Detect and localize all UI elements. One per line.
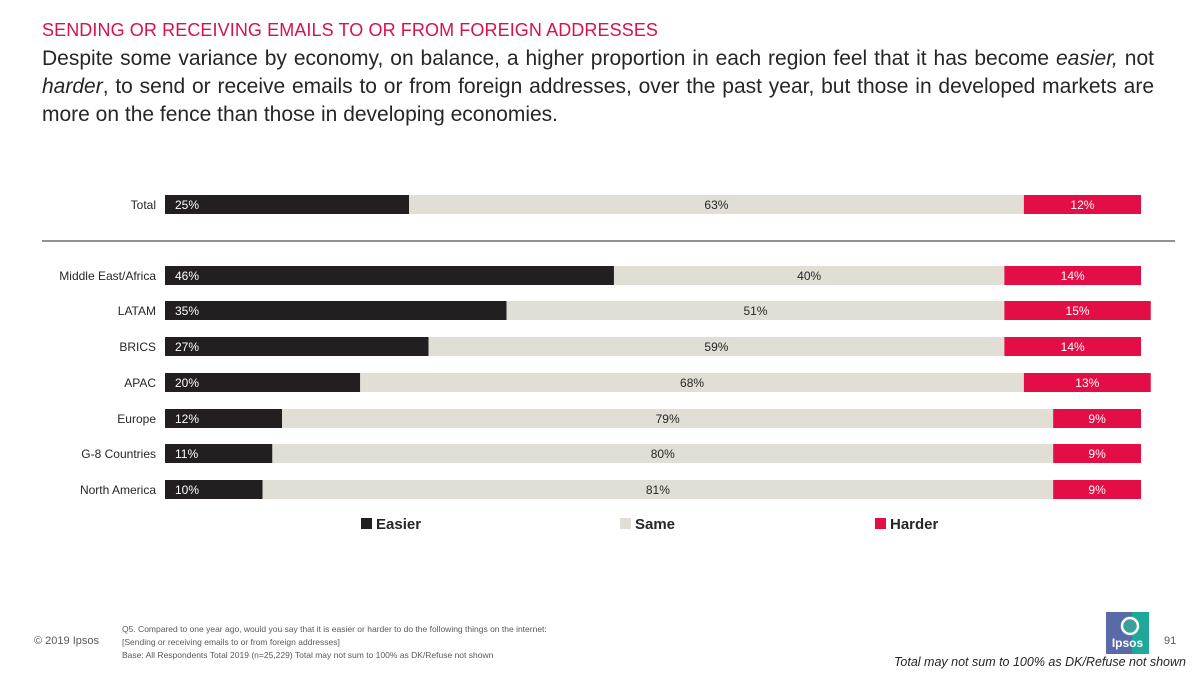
data-label-harder-brics: 14% bbox=[1061, 340, 1085, 354]
data-label-same-apac: 68% bbox=[680, 376, 704, 390]
data-label-easier-europe: 12% bbox=[175, 412, 199, 426]
data-label-same-total: 63% bbox=[704, 198, 728, 212]
bar-harder-middle-east-africa bbox=[1004, 266, 1141, 285]
bar-same-latam bbox=[506, 301, 1005, 320]
data-label-harder-apac: 13% bbox=[1075, 376, 1099, 390]
data-label-harder-middle-east-africa: 14% bbox=[1061, 269, 1085, 283]
legend-label-easier: Easier bbox=[376, 516, 421, 533]
ipsos-logo: Ipsos bbox=[1106, 612, 1149, 654]
data-label-harder-total: 12% bbox=[1070, 198, 1094, 212]
data-label-same-europe: 79% bbox=[656, 412, 680, 426]
bar-harder-north-america bbox=[1053, 480, 1141, 499]
footnote-question: Q5. Compared to one year ago, would you … bbox=[122, 624, 547, 634]
bar-same-apac bbox=[360, 373, 1024, 392]
data-label-easier-brics: 27% bbox=[175, 340, 199, 354]
headline-emphasis-easier: easier, bbox=[1056, 47, 1118, 70]
page-number: 91 bbox=[1164, 635, 1177, 647]
category-label-middle-east-africa: Middle East/Africa bbox=[59, 269, 156, 283]
bar-same-middle-east-africa bbox=[613, 266, 1005, 285]
footnote: Q5. Compared to one year ago, would you … bbox=[122, 623, 547, 662]
bar-harder-latam bbox=[1004, 301, 1151, 320]
data-label-harder-g-8-countries: 9% bbox=[1088, 447, 1106, 461]
bar-same-brics bbox=[428, 337, 1005, 356]
legend-swatch-same bbox=[620, 518, 631, 529]
bar-easier-middle-east-africa bbox=[165, 266, 614, 285]
data-label-easier-north-america: 10% bbox=[175, 483, 199, 497]
bar-easier-g-8-countries bbox=[165, 444, 273, 463]
data-label-same-brics: 59% bbox=[704, 340, 728, 354]
bar-harder-apac bbox=[1023, 373, 1151, 392]
footnote-base: Base: All Respondents Total 2019 (n=25,2… bbox=[122, 650, 494, 660]
data-label-easier-middle-east-africa: 46% bbox=[175, 269, 199, 283]
bar-easier-total bbox=[165, 195, 409, 214]
bar-same-total bbox=[409, 195, 1024, 214]
section-label: SENDING OR RECEIVING EMAILS TO OR FROM F… bbox=[42, 20, 659, 40]
bar-harder-brics bbox=[1004, 337, 1141, 356]
stacked-bar-chart: Total 25% 63% 12% Middle East/Africa 46% 40% 14… bbox=[42, 195, 1175, 533]
bar-easier-north-america bbox=[165, 480, 263, 499]
bar-same-g-8-countries bbox=[272, 444, 1054, 463]
legend-swatch-easier bbox=[361, 518, 372, 529]
headline-part3: , to send or receive emails to or from f… bbox=[42, 75, 1154, 126]
category-label-europe: Europe bbox=[117, 412, 156, 426]
category-label-g-8-countries: G-8 Countries bbox=[81, 447, 156, 461]
category-label-latam: LATAM bbox=[118, 304, 156, 318]
data-label-harder-latam: 15% bbox=[1066, 304, 1090, 318]
bar-harder-g-8-countries bbox=[1053, 444, 1141, 463]
legend-swatch-harder bbox=[875, 518, 886, 529]
bar-easier-apac bbox=[165, 373, 361, 392]
bar-same-north-america bbox=[262, 480, 1054, 499]
category-label-north-america: North America bbox=[80, 483, 156, 497]
bar-same-europe bbox=[282, 409, 1054, 428]
data-label-easier-apac: 20% bbox=[175, 376, 199, 390]
data-label-harder-north-america: 9% bbox=[1088, 483, 1106, 497]
data-label-easier-g-8-countries: 11% bbox=[175, 447, 198, 461]
bar-harder-total bbox=[1023, 195, 1141, 214]
data-label-harder-europe: 9% bbox=[1088, 412, 1106, 426]
data-label-easier-total: 25% bbox=[175, 198, 199, 212]
data-label-same-middle-east-africa: 40% bbox=[797, 269, 821, 283]
headline-emphasis-harder: harder bbox=[42, 75, 103, 98]
headline: Despite some variance by economy, on bal… bbox=[42, 45, 1154, 129]
headline-part2: not bbox=[1117, 47, 1155, 70]
data-label-easier-latam: 35% bbox=[175, 304, 199, 318]
copyright: © 2019 Ipsos bbox=[34, 635, 99, 647]
legend-label-same: Same bbox=[635, 516, 675, 533]
category-label-apac: APAC bbox=[124, 376, 156, 390]
data-label-same-latam: 51% bbox=[743, 304, 767, 318]
data-label-same-north-america: 81% bbox=[646, 483, 670, 497]
category-label-total: Total bbox=[131, 198, 156, 212]
headline-part1: Despite some variance by economy, on bal… bbox=[42, 47, 1056, 70]
category-label-brics: BRICS bbox=[119, 340, 156, 354]
footnote-item: [Sending or receiving emails to or from … bbox=[122, 637, 340, 647]
bar-easier-europe bbox=[165, 409, 283, 428]
bar-easier-brics bbox=[165, 337, 429, 356]
legend-label-harder: Harder bbox=[890, 516, 939, 533]
bar-harder-europe bbox=[1053, 409, 1141, 428]
bar-easier-latam bbox=[165, 301, 507, 320]
data-label-same-g-8-countries: 80% bbox=[651, 447, 675, 461]
bottom-note: Total may not sum to 100% as DK/Refuse n… bbox=[893, 655, 1186, 669]
logo-wordmark: Ipsos bbox=[1112, 636, 1144, 650]
